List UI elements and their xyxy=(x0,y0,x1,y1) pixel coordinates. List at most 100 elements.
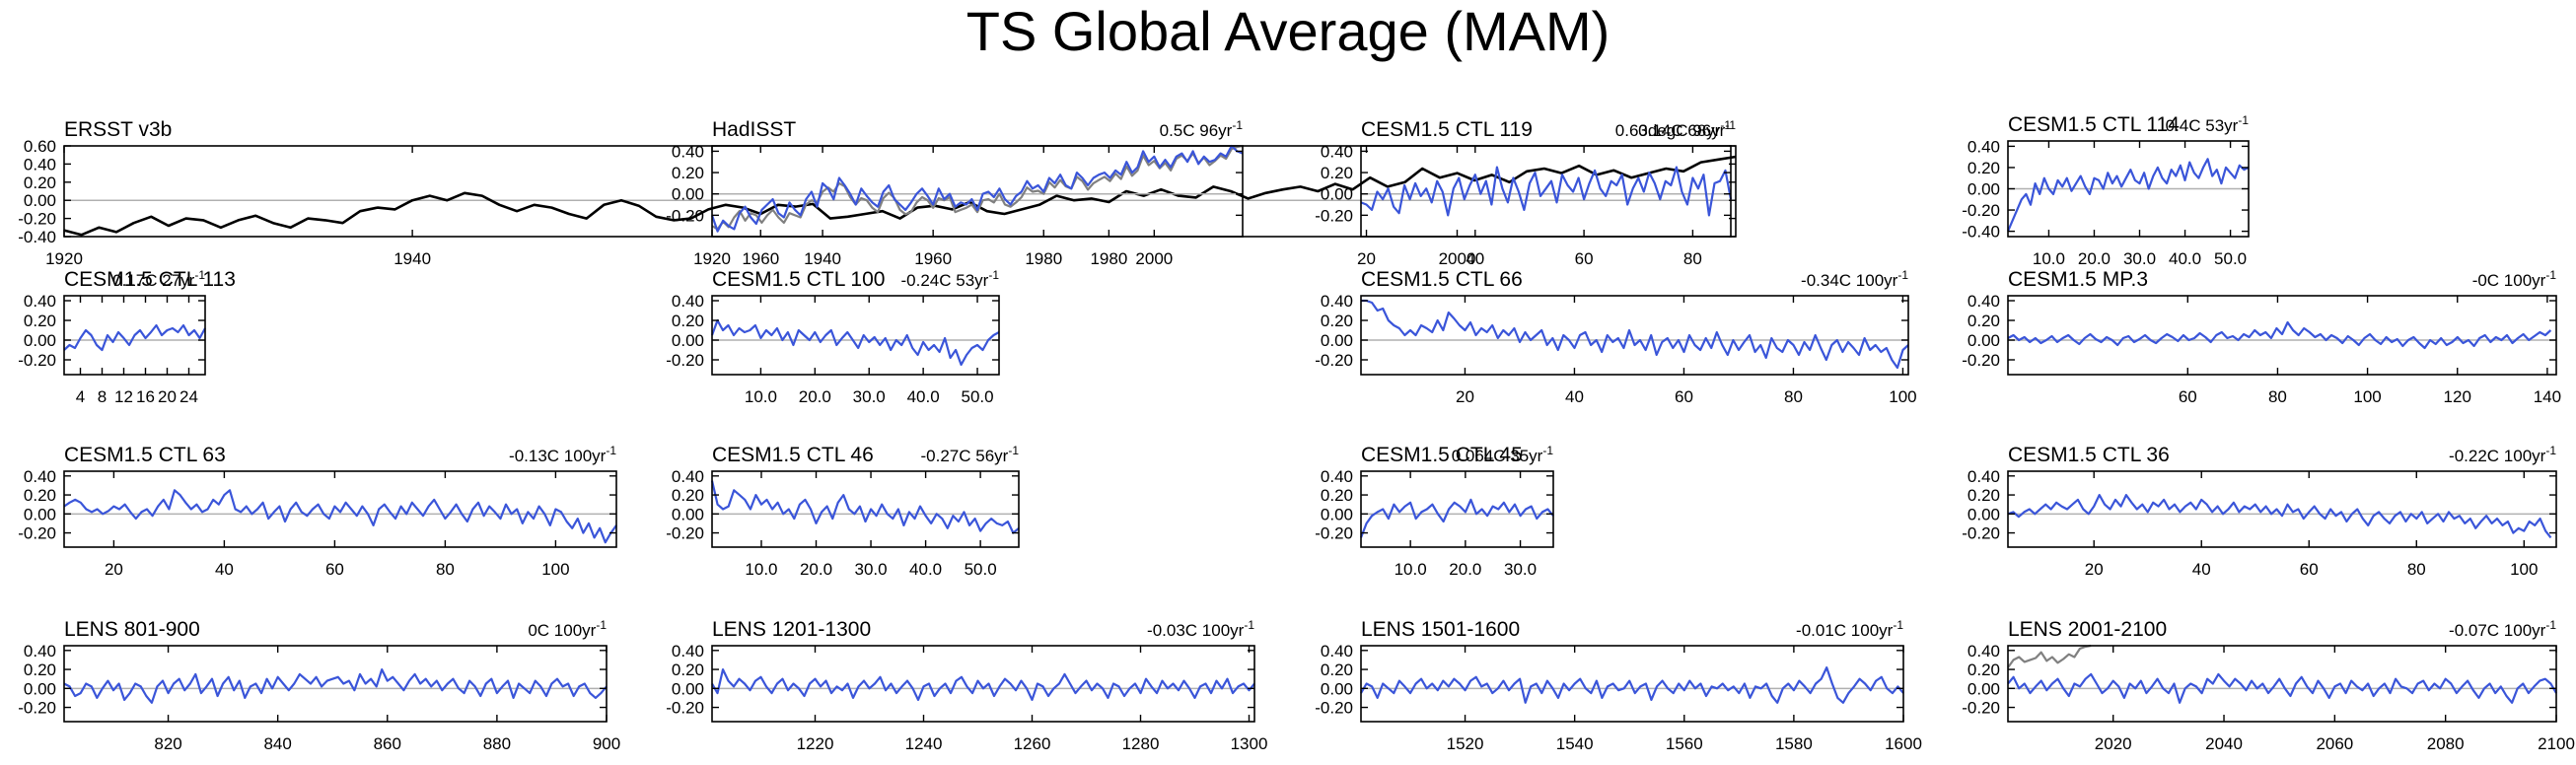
x-tick-label: 10.0 xyxy=(2033,249,2065,268)
panel-title: CESM1.5 CTL 46 xyxy=(712,444,874,466)
y-tick-label: 0.40 xyxy=(24,467,56,486)
y-tick-label: 0.00 xyxy=(1321,679,1353,698)
trend-label: -0.34C 100yr-1 xyxy=(1801,268,1908,290)
y-tick-label: 0.00 xyxy=(24,679,56,698)
x-tick-label: 20 xyxy=(105,560,123,579)
y-tick-label: 0.60 xyxy=(24,137,56,156)
y-tick-label: 0.40 xyxy=(24,642,56,661)
y-tick-label: -0.20 xyxy=(666,206,704,225)
plot-frame xyxy=(1360,145,1732,238)
x-tick-label: 20.0 xyxy=(800,560,832,579)
x-tick-label: 80 xyxy=(1683,249,1702,268)
y-tick-label: 0.20 xyxy=(672,486,704,505)
plot-frame xyxy=(711,645,1255,723)
plot-frame xyxy=(711,295,1000,376)
x-tick-label: 1960 xyxy=(742,249,779,268)
panel-ctl63: -0.200.000.200.40 20 40 60 80 100 CESM1.5 CTL … xyxy=(18,444,617,579)
y-tick-label: -0.40 xyxy=(1962,223,2000,242)
y-tick-label: 0.20 xyxy=(24,312,56,330)
x-tick-label: 80 xyxy=(1784,387,1803,406)
x-tick-label: 1940 xyxy=(804,249,841,268)
y-tick-label: 0.00 xyxy=(1321,331,1353,350)
y-tick-label: -0.20 xyxy=(666,351,704,370)
trend-label: 0C 100yr-1 xyxy=(528,618,607,640)
x-tick-label: 20 xyxy=(2085,560,2104,579)
panel-title: CESM1.5 CTL 119 xyxy=(1361,118,1533,141)
x-tick-label: 50.0 xyxy=(965,560,997,579)
panel-title: CESM1.5 CTL 113 xyxy=(64,268,236,291)
y-tick-label: 0.00 xyxy=(1968,679,2000,698)
x-tick-label: 100 xyxy=(541,560,569,579)
y-tick-label: -0.20 xyxy=(1315,206,1353,225)
plot-frame xyxy=(63,645,608,723)
y-tick-label: -0.20 xyxy=(1962,351,2000,370)
series-line-lens1201-0 xyxy=(711,667,1255,702)
panel-lens801: -0.200.000.200.40 820 840 860 880 900 LENS 801… xyxy=(18,618,620,753)
panel-title: CESM1.5 MP.3 xyxy=(2008,268,2148,291)
x-tick-label: 2060 xyxy=(2316,734,2353,753)
trend-label: 0.14C 68yr-1 xyxy=(1638,118,1731,140)
y-tick-label: 0.00 xyxy=(1321,185,1353,204)
y-tick-label: -0.40 xyxy=(18,228,56,246)
series-line-lens2001-1 xyxy=(2007,672,2557,704)
trend-label: 0.17C 27yr-1 xyxy=(112,268,205,290)
y-tick-label: 0.20 xyxy=(1321,486,1353,505)
panel-ctl113: -0.200.000.200.40 4 8 12 16 20 24 CESM1.5 CTL 1… xyxy=(18,268,236,406)
x-tick-label: 40 xyxy=(1565,387,1584,406)
panel-title: CESM1.5 CTL 114 xyxy=(2008,113,2180,136)
y-tick-label: 0.20 xyxy=(1321,164,1353,182)
panel-title: LENS 1201-1300 xyxy=(712,618,871,641)
x-tick-label: 2000 xyxy=(1135,249,1173,268)
x-tick-label: 100 xyxy=(1889,387,1916,406)
series-line-mp3-0 xyxy=(2007,320,2552,350)
x-tick-label: 820 xyxy=(154,734,181,753)
x-tick-label: 40.0 xyxy=(909,560,942,579)
x-tick-label: 1520 xyxy=(1447,734,1484,753)
x-tick-label: 1560 xyxy=(1666,734,1703,753)
panel-title: LENS 2001-2100 xyxy=(2008,618,2167,641)
y-tick-label: 0.00 xyxy=(24,331,56,350)
x-tick-label: 20.0 xyxy=(799,387,831,406)
panel-lens1201: -0.200.000.200.40 1220 1240 1260 1280 1300 LEN… xyxy=(666,618,1267,753)
panel-ctl45: -0.200.000.200.40 10.0 20.0 30.0 CESM1.5 CTL… xyxy=(1315,444,1554,579)
panel-lens1501: -0.200.000.200.40 1520 1540 1560 1580 1600 LEN… xyxy=(1315,618,1922,753)
y-tick-label: 0.40 xyxy=(1968,467,2000,486)
x-tick-label: 1300 xyxy=(1231,734,1268,753)
trend-label: -0C 100yr-1 xyxy=(2472,268,2557,290)
x-tick-label: 12 xyxy=(114,387,133,406)
y-tick-label: 0.40 xyxy=(24,155,56,174)
panel-title: CESM1.5 CTL 66 xyxy=(1361,268,1523,291)
x-tick-label: 840 xyxy=(263,734,291,753)
x-tick-label: 2100 xyxy=(2538,734,2575,753)
trend-label: 0.5C 96yr-1 xyxy=(1160,118,1244,140)
y-tick-label: 0.40 xyxy=(1321,142,1353,161)
series-line-lens801-0 xyxy=(63,667,608,704)
x-tick-label: 120 xyxy=(2444,387,2471,406)
y-tick-label: -0.20 xyxy=(18,699,56,718)
x-tick-label: 30.0 xyxy=(855,560,888,579)
x-tick-label: 100 xyxy=(2510,560,2538,579)
panel-title: CESM1.5 CTL 100 xyxy=(712,268,885,291)
x-tick-label: 1540 xyxy=(1556,734,1594,753)
x-tick-label: 40.0 xyxy=(907,387,940,406)
plot-frame xyxy=(2007,470,2557,548)
x-tick-label: 1280 xyxy=(1122,734,1160,753)
x-tick-label: 80 xyxy=(2268,387,2287,406)
series-line-ersst-0 xyxy=(63,155,1737,237)
y-tick-label: 0.40 xyxy=(672,292,704,311)
panel-title: ERSST v3b xyxy=(64,118,172,141)
trend-label: -0.13C 100yr-1 xyxy=(509,444,616,465)
y-tick-label: 0.40 xyxy=(672,642,704,661)
series-line-ctl45-0 xyxy=(1359,498,1554,538)
x-tick-label: 80 xyxy=(2407,560,2426,579)
x-tick-label: 20 xyxy=(1456,387,1474,406)
panel-hadisst: -0.20 0.00 0.20 0.40 1920 1940 1960 1980 2000 Had… xyxy=(666,118,1244,268)
series-line-hadisst-1 xyxy=(710,144,1244,233)
x-tick-label: 20 xyxy=(158,387,177,406)
plot-frame xyxy=(1360,470,1554,548)
y-tick-label: 0.20 xyxy=(672,312,704,330)
panel-ctl114: -0.40 -0.20 0.00 0.20 0.40 10.0 20.0 30.0 40.0 50… xyxy=(1962,113,2250,268)
y-tick-label: -0.20 xyxy=(1962,524,2000,543)
y-tick-label: -0.20 xyxy=(1315,699,1353,718)
x-tick-label: 60 xyxy=(1575,249,1594,268)
